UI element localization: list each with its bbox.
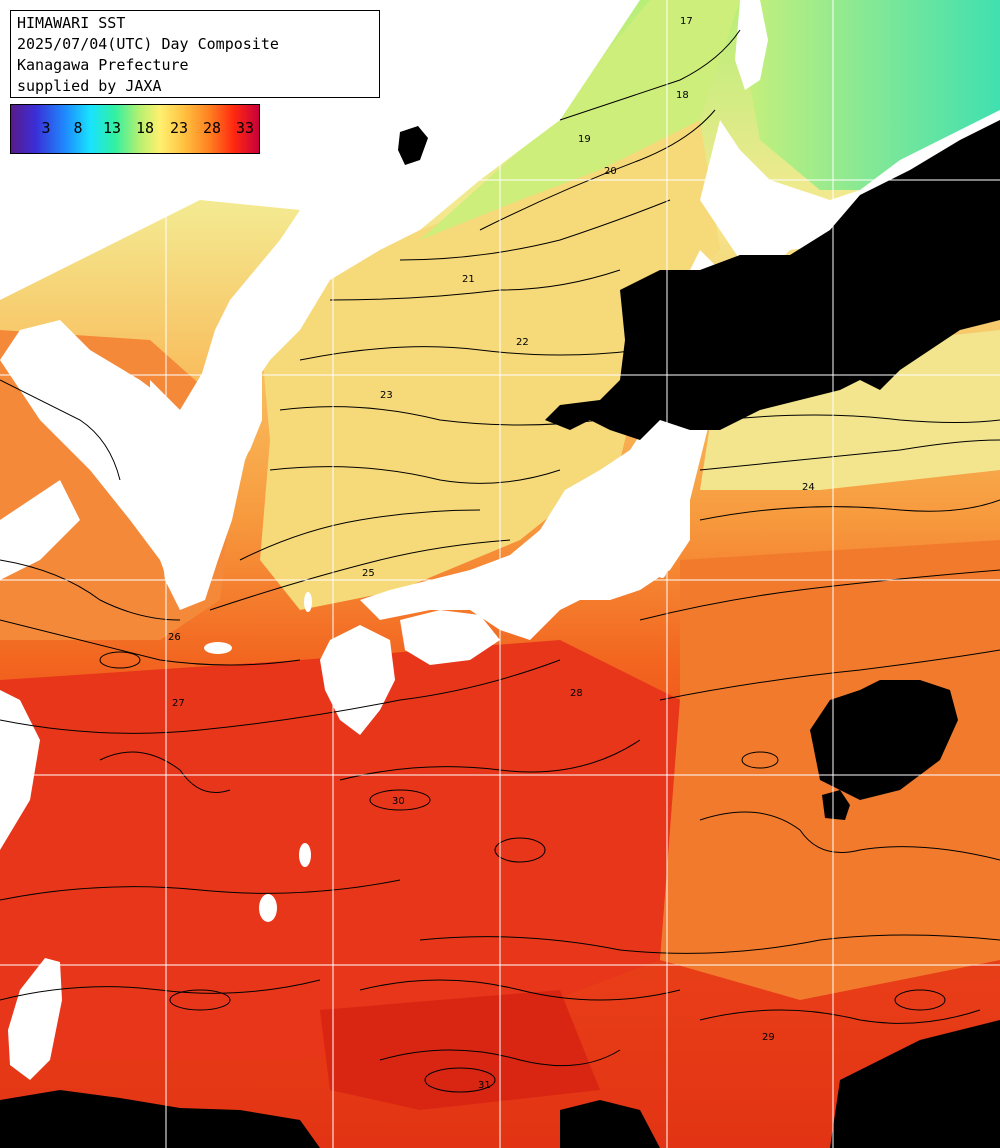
land-china-south [0,690,40,850]
land-izu-island [657,558,667,578]
cloud-mask-north-japan [545,120,1000,440]
land-shikoku [400,610,500,665]
land-kyushu [320,625,395,735]
legend-tick: 18 [135,119,155,137]
legend-tick: 13 [102,119,122,137]
cloud-mask-south-west [0,1090,320,1148]
sea-zone-south-hot [0,640,680,1060]
land-okinawa [259,894,277,922]
cloud-mask-island [398,126,428,165]
contour-label: 28 [570,688,583,699]
contour-label: 18 [676,90,689,101]
land-korea [150,330,262,610]
legend-tick: 23 [169,119,189,137]
contour-label: 21 [462,274,475,285]
contour-label: 27 [172,698,185,709]
land-honshu [360,250,740,640]
contour-label: 17 [680,16,693,27]
land-hokkaido [700,110,1000,270]
map-title: HIMAWARI SST [17,14,126,32]
cloud-mask-south-east [830,1020,1000,1148]
land-amami [299,843,311,867]
land-china-coast [0,480,80,580]
map-region: Kanagawa Prefecture [17,56,189,74]
contour-label: 29 [762,1032,775,1043]
map-source: supplied by JAXA [17,77,162,95]
contour-label: 25 [362,568,375,579]
legend-tick: 28 [202,119,222,137]
legend-tick: 3 [41,119,51,137]
contour-label: 22 [516,337,529,348]
contour-label: 31 [478,1080,491,1091]
land-jeju [204,642,232,654]
map-title-box: HIMAWARI SST 2025/07/04(UTC) Day Composi… [10,10,380,98]
legend-tick: 8 [73,119,83,137]
temperature-color-legend: 3 8 13 18 23 28 33 [10,104,260,154]
land-taiwan [8,958,62,1080]
contour-label: 26 [168,632,181,643]
isotherm-labels: 17 18 19 20 21 22 23 24 25 26 27 28 29 3… [168,16,815,1091]
legend-tick: 33 [235,119,255,137]
contour-label: 19 [578,134,591,145]
cloud-mask-pacific-small [822,790,850,820]
contour-label: 20 [604,166,617,177]
contour-label: 24 [802,482,815,493]
cloud-mask-pacific [810,680,958,800]
land-tsushima [304,592,312,612]
cloud-mask-south-mid [560,1100,660,1148]
contour-label: 30 [392,796,405,807]
map-date: 2025/07/04(UTC) Day Composite [17,35,279,53]
contour-label: 23 [380,390,393,401]
land-sakhalin [735,0,768,90]
isotherm-contours [0,29,1000,1093]
